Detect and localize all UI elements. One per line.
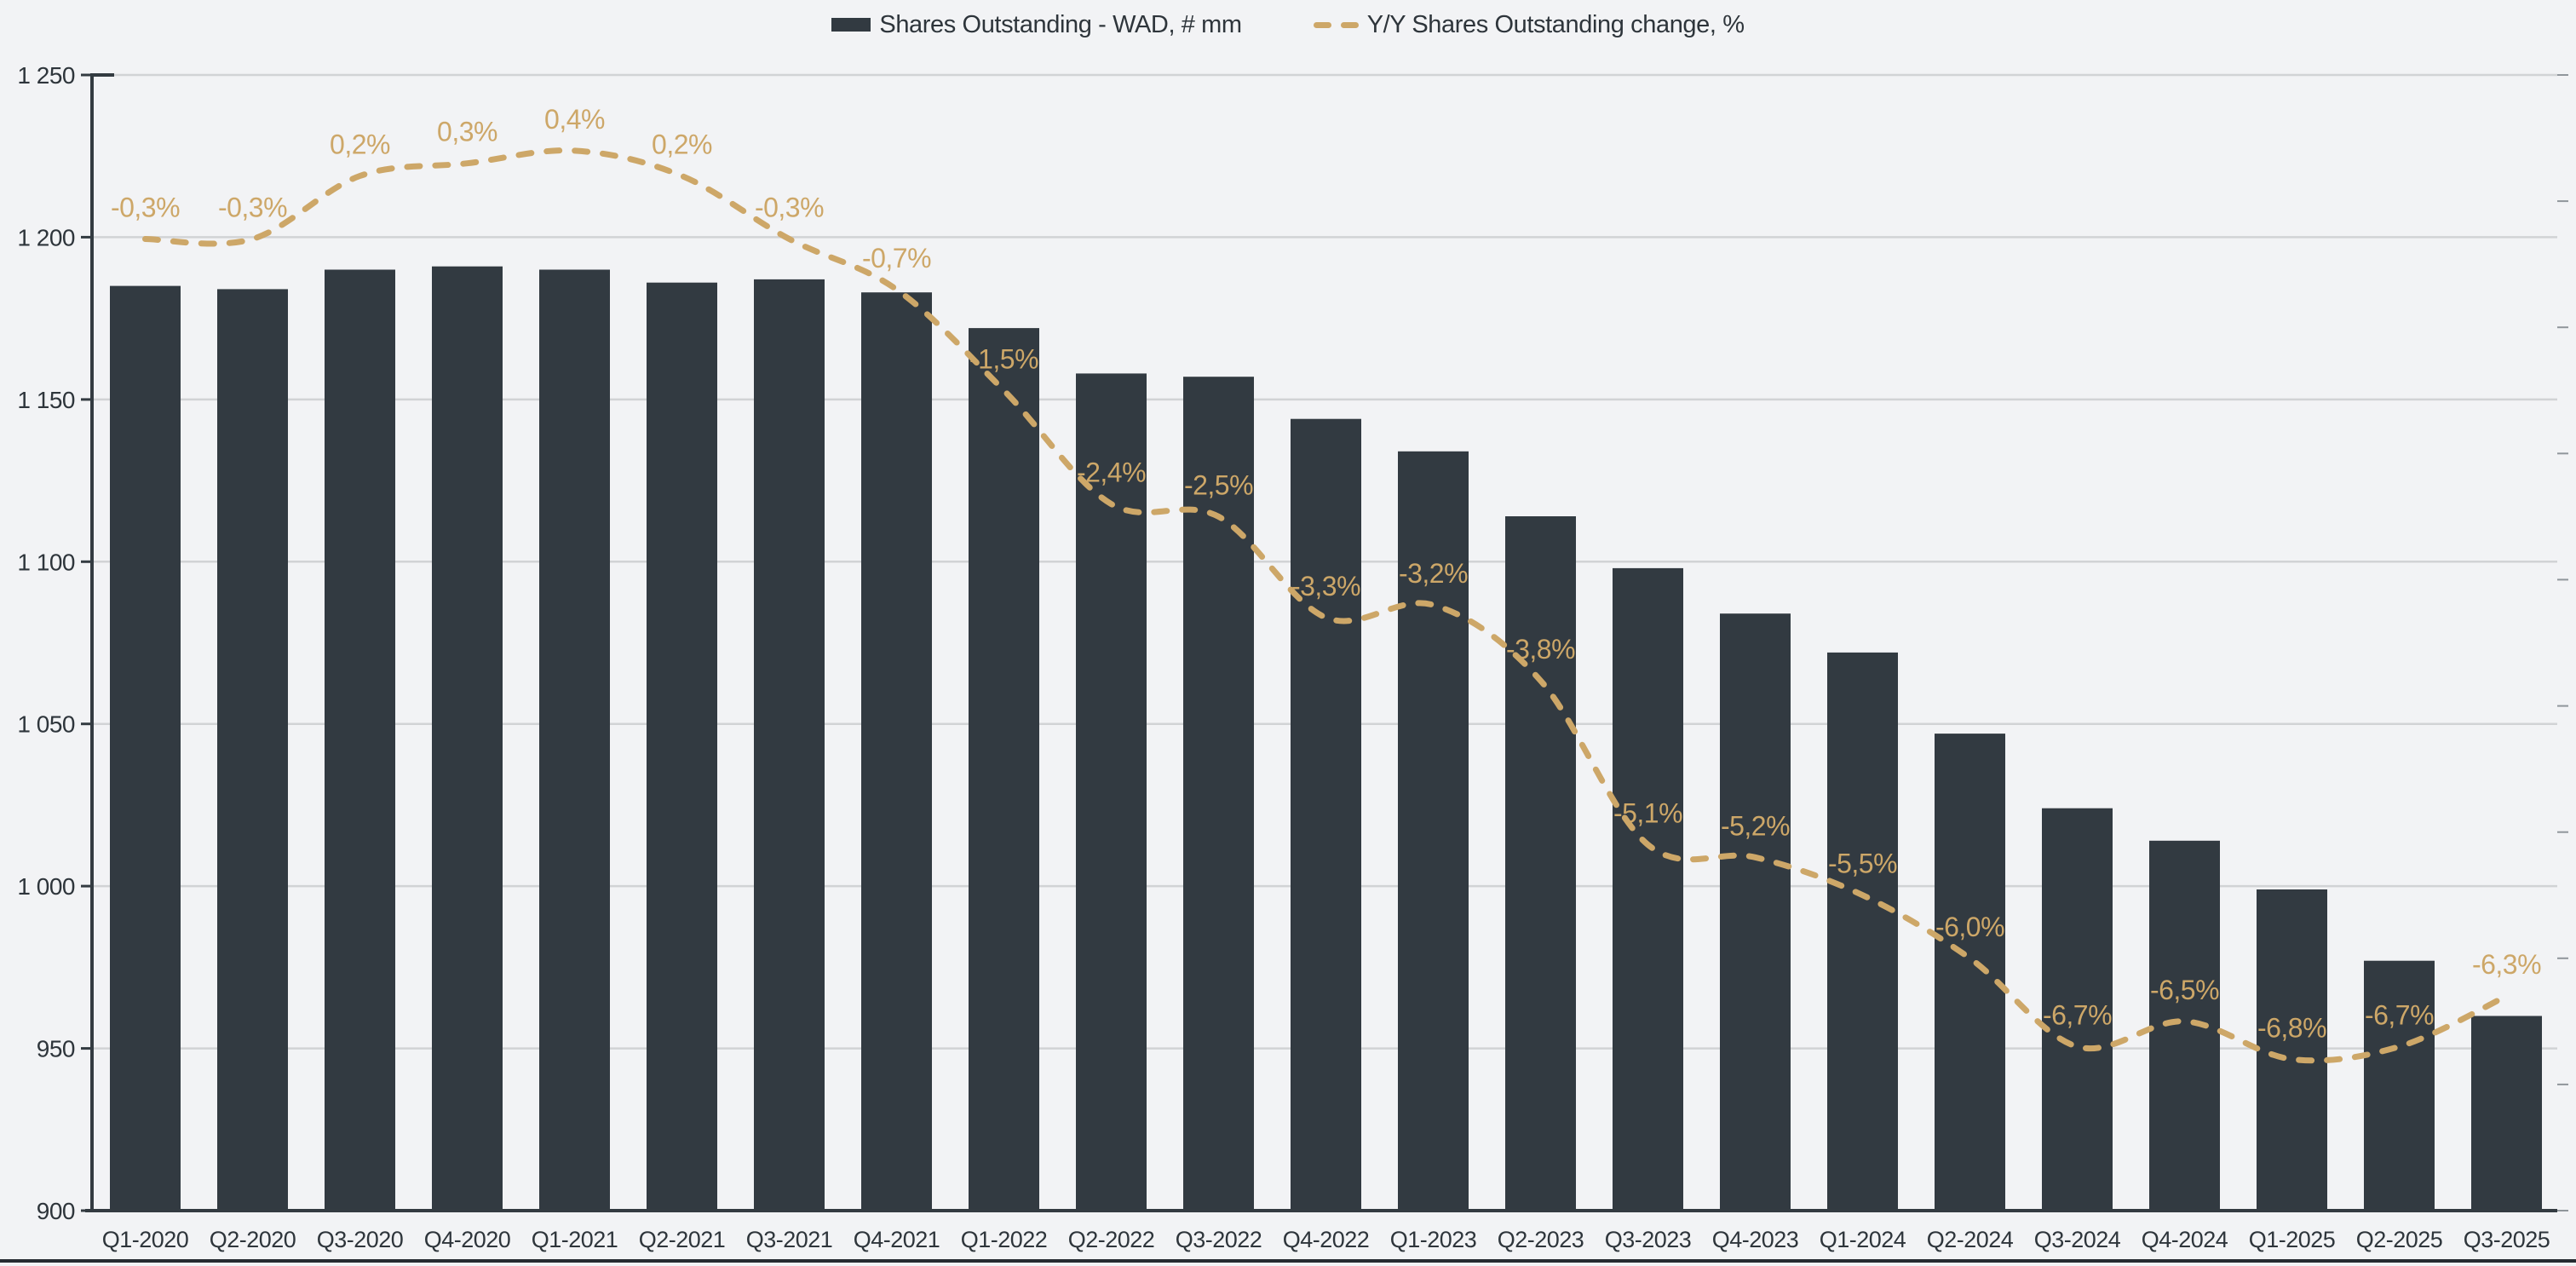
line-point-label: -6,0%: [1935, 912, 2004, 942]
x-tick-label: Q4-2021: [854, 1227, 940, 1252]
bar-q3-2020: [325, 269, 395, 1211]
x-tick-label: Q2-2020: [210, 1227, 296, 1252]
x-tick-label: Q4-2022: [1283, 1227, 1370, 1252]
x-tick-label: Q2-2025: [2356, 1227, 2443, 1252]
line-point-label: -3,8%: [1506, 634, 1575, 665]
y-tick-label: 1 150: [17, 387, 75, 413]
line-point-label: -3,3%: [1291, 571, 1360, 601]
x-tick-label: Q4-2023: [1712, 1227, 1799, 1252]
bar-q1-2020: [110, 285, 181, 1211]
line-point-label: -0,7%: [862, 243, 931, 273]
line-point-label: -0,3%: [111, 193, 180, 223]
line-series-swatch: [1313, 21, 1359, 28]
y-tick-label: 1 000: [17, 873, 75, 900]
x-tick-label: Q1-2021: [532, 1227, 618, 1252]
line-point-label: 0,3%: [437, 117, 497, 147]
line-point-label: 0,2%: [330, 129, 390, 160]
line-point-label: 0,4%: [544, 104, 605, 135]
y-tick-label: 1 250: [17, 62, 75, 89]
y-tick-label: 1 050: [17, 711, 75, 738]
legend-item-shares-outstanding: Shares Outstanding - WAD, # mm: [831, 10, 1242, 38]
bar-q1-2025: [2257, 889, 2327, 1211]
x-tick-label: Q1-2024: [1820, 1227, 1906, 1252]
x-tick-label: Q3-2021: [746, 1227, 833, 1252]
line-point-label: -2,5%: [1184, 469, 1253, 500]
bar-q2-2024: [1935, 734, 2005, 1211]
legend-item-yoy-change: Y/Y Shares Outstanding change, %: [1313, 10, 1745, 38]
bar-q4-2024: [2149, 840, 2220, 1211]
line-point-label: -6,7%: [2365, 1000, 2434, 1031]
bar-q1-2021: [539, 269, 610, 1211]
x-tick-label: Q2-2024: [1927, 1227, 2014, 1252]
line-point-label: -0,3%: [755, 193, 824, 223]
bar-q3-2023: [1613, 567, 1683, 1211]
bar-q2-2022: [1076, 373, 1147, 1211]
x-tick-label: Q1-2020: [102, 1227, 189, 1252]
x-tick-label: Q2-2022: [1068, 1227, 1155, 1252]
line-point-label: -0,3%: [218, 193, 287, 223]
bar-q3-2024: [2042, 808, 2113, 1211]
bar-q2-2025: [2364, 960, 2435, 1211]
line-point-label: -1,5%: [969, 343, 1038, 374]
bar-q2-2023: [1505, 516, 1576, 1211]
bar-q1-2022: [969, 328, 1039, 1211]
x-tick-label: Q1-2022: [961, 1227, 1048, 1252]
bar-q3-2025: [2471, 1016, 2542, 1211]
line-point-label: -5,2%: [1721, 810, 1790, 841]
x-tick-label: Q2-2021: [639, 1227, 726, 1252]
chart-legend: Shares Outstanding - WAD, # mm Y/Y Share…: [0, 0, 2576, 49]
line-point-label: -6,7%: [2043, 1000, 2112, 1031]
y-tick-label: 1 100: [17, 549, 75, 575]
line-point-label: -6,5%: [2150, 975, 2219, 1005]
yoy-change-line: [142, 147, 2510, 1064]
line-point-label: 0,2%: [652, 129, 712, 160]
y-tick-label: 950: [37, 1036, 75, 1062]
y-tick-label: 1 200: [17, 224, 75, 250]
x-tick-label: Q3-2025: [2464, 1227, 2550, 1252]
bar-q4-2020: [432, 266, 503, 1211]
x-tick-label: Q1-2023: [1390, 1227, 1477, 1252]
x-tick-label: Q3-2020: [317, 1227, 404, 1252]
bar-q2-2021: [647, 282, 717, 1211]
x-tick-label: Q3-2022: [1176, 1227, 1262, 1252]
x-tick-label: Q4-2024: [2142, 1227, 2228, 1252]
x-tick-label: Q1-2025: [2249, 1227, 2336, 1252]
bar-q3-2021: [754, 279, 825, 1211]
bar-q3-2022: [1183, 377, 1254, 1211]
legend-label-shares-outstanding: Shares Outstanding - WAD, # mm: [879, 10, 1242, 38]
line-point-label: -3,2%: [1399, 558, 1468, 589]
bar-q4-2023: [1720, 613, 1791, 1211]
legend-label-yoy-change: Y/Y Shares Outstanding change, %: [1366, 10, 1745, 38]
bar-q4-2021: [861, 292, 932, 1211]
line-point-label: -6,3%: [2472, 949, 2541, 980]
panel-bottom-border: [0, 1259, 2576, 1263]
bar-q2-2020: [217, 289, 288, 1211]
x-tick-label: Q4-2020: [424, 1227, 511, 1252]
x-tick-label: Q3-2024: [2034, 1227, 2121, 1252]
bar-q1-2023: [1398, 451, 1469, 1211]
bar-q4-2022: [1291, 418, 1361, 1211]
x-tick-label: Q2-2023: [1498, 1227, 1584, 1252]
line-point-label: -5,5%: [1828, 849, 1897, 879]
line-point-label: -6,8%: [2257, 1012, 2326, 1043]
y-tick-label: 900: [37, 1198, 75, 1224]
bar-series-swatch: [831, 18, 871, 32]
line-point-label: -5,1%: [1613, 798, 1682, 829]
x-tick-label: Q3-2023: [1605, 1227, 1692, 1252]
bar-q1-2024: [1827, 652, 1898, 1211]
line-point-label: -2,4%: [1077, 457, 1146, 488]
